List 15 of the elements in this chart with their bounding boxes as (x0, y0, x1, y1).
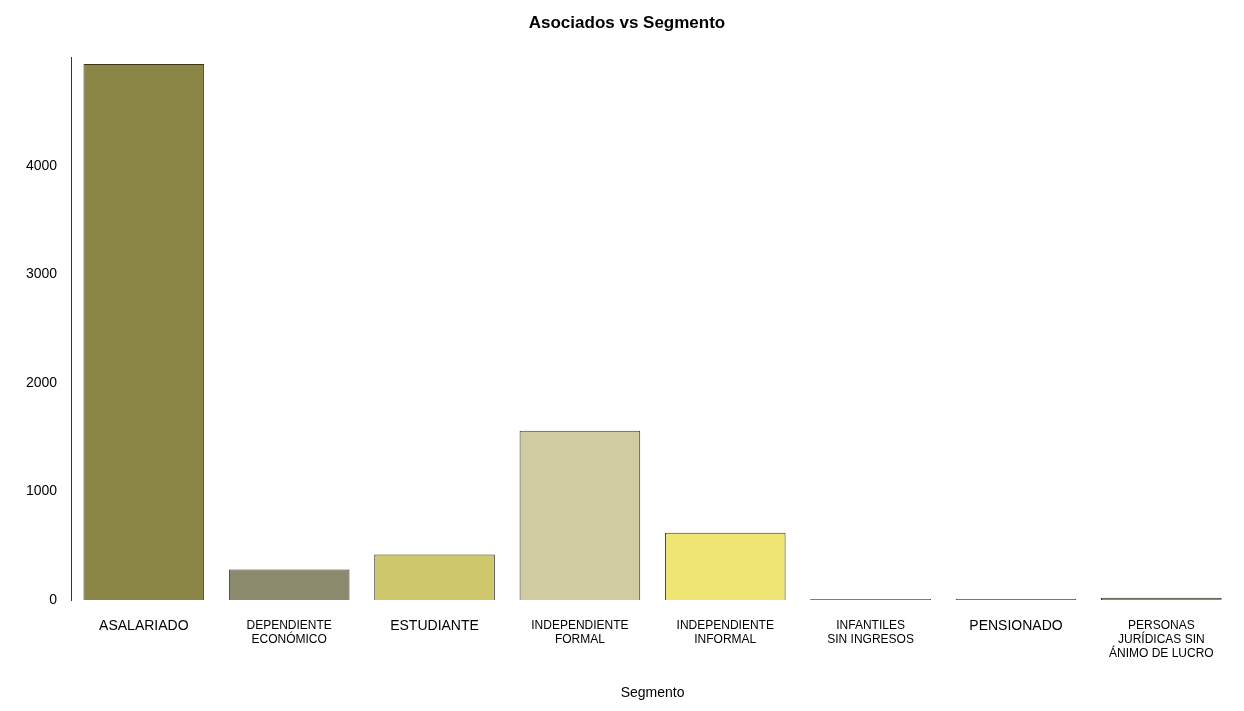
y-tick-label: 2000 (25, 373, 58, 390)
x-tick-label: PENSIONADO (969, 617, 1063, 634)
x-tick-label: INDEPENDIENTE INFORMAL (676, 617, 774, 646)
y-tick-label: 3000 (25, 265, 58, 282)
y-tick-label: 4000 (25, 156, 58, 173)
y-tick-label: 1000 (25, 482, 58, 499)
x-tick-label: ESTUDIANTE (390, 617, 479, 634)
x-tick-label: INFANTILES SIN INGRESOS (827, 617, 914, 646)
x-tick-label: INDEPENDIENTE FORMAL (531, 617, 629, 646)
x-tick-label: ASALARIADO (99, 617, 189, 634)
x-axis-title: Segmento (620, 684, 685, 701)
x-tick-label: DEPENDIENTE ECONÓMICO (246, 617, 332, 646)
x-tick-label: PERSONAS JURÍDICAS SIN ÁNIMO DE LUCRO (1108, 617, 1214, 661)
chart-title: Asociados vs Segmento (528, 12, 726, 32)
y-tick-label: 0 (49, 590, 58, 607)
